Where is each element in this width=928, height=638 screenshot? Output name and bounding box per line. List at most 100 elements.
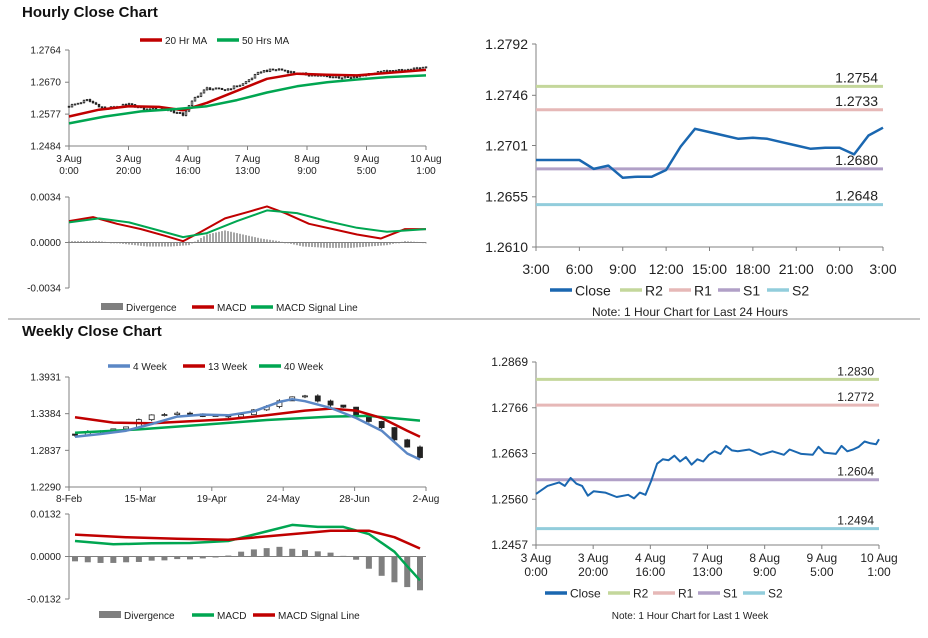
hourly-macd-divergence-bar	[128, 242, 130, 245]
weekly-macd-ytick-label: -0.0132	[27, 595, 61, 606]
weekly-macd-divergence-bar	[289, 548, 296, 557]
hourly-macd-divergence-bar	[407, 241, 409, 243]
hourly-macd-divergence-bar	[311, 242, 313, 248]
weekly-macd-line	[74, 523, 421, 582]
hourly-macd-divergence-bar	[308, 242, 310, 247]
weekly-pivots-legend-label: R1	[678, 587, 694, 601]
hourly-price-xtick-label: 9 Aug	[354, 154, 380, 165]
weekly-macd-divergence-bar	[238, 551, 245, 557]
hourly-price-candle	[184, 110, 188, 117]
hourly-macd-divergence-bar	[161, 242, 163, 247]
hourly-price-candle	[343, 76, 347, 79]
weekly-macd-divergence-bar	[378, 556, 385, 576]
weekly-macd-divergence-bar	[314, 551, 321, 557]
hourly-pivots-xtick-label: 3:00	[522, 261, 549, 277]
hourly-macd-divergence-bar	[224, 230, 226, 243]
hourly-price-candle	[193, 96, 197, 102]
weekly-pivots-ytick-label: 1.2766	[491, 401, 528, 415]
hourly-macd-divergence-bar	[413, 241, 415, 243]
hourly-macd-divergence-bar	[215, 232, 217, 243]
hourly-macd-divergence-bar	[155, 242, 157, 247]
weekly-macd-divergence-bar	[365, 556, 372, 569]
hourly-pivots-xtick-label: 3:00	[869, 261, 896, 277]
weekly-macd-divergence-bar	[123, 556, 130, 563]
weekly-macd-divergence-bar	[417, 556, 423, 591]
hourly-pivots-xtick-label: 6:00	[566, 261, 593, 277]
hourly-price-candle	[286, 69, 290, 74]
hourly-price-candle	[70, 103, 74, 108]
weekly-pivots-xtick-label: 20:00	[578, 565, 608, 579]
hourly-macd-divergence-bar	[362, 242, 364, 247]
hourly-macd-divergence-bar	[260, 238, 262, 243]
hourly-macd-divergence-bar	[290, 242, 292, 244]
weekly-price-ytick-label: 1.3931	[30, 373, 61, 384]
weekly-price-candle	[174, 411, 181, 416]
hourly-price-candle	[85, 99, 89, 102]
hourly-price-xtick-label: 3 Aug	[116, 154, 142, 165]
hourly-macd-divergence-bar	[188, 242, 190, 246]
hourly-macd-divergence-bar	[83, 241, 85, 243]
hourly-price-candle	[82, 99, 86, 104]
hourly-macd-divergence-bar	[149, 242, 151, 247]
hourly-macd-divergence-bar	[329, 242, 331, 248]
weekly-macd-legend-label: MACD Signal Line	[278, 611, 360, 622]
hourly-price-candle	[424, 66, 428, 69]
weekly-macd-divergence-bar	[148, 556, 155, 561]
hourly-price-candle	[178, 111, 182, 114]
weekly-13wk-line	[74, 407, 421, 438]
hourly-macd-divergence-bar	[194, 241, 196, 243]
hourly-price-candle	[337, 76, 341, 79]
hourly-price-candle	[340, 77, 344, 80]
hourly-macd-divergence-bar	[266, 239, 268, 243]
hourly-price-candle	[289, 70, 293, 74]
hourly-price-candle	[88, 98, 92, 103]
weekly-pivots-xtick-label: 8 Aug	[749, 551, 780, 565]
hourly-price-xtick-label: 16:00	[175, 166, 200, 177]
weekly-pivots-ytick-label: 1.2457	[491, 538, 528, 552]
hourly-price-xtick-label: 8 Aug	[294, 154, 320, 165]
weekly-macd-legend-label: Divergence	[124, 611, 175, 622]
hourly-macd-divergence-bar	[389, 242, 391, 245]
hourly-price-candle	[397, 69, 401, 71]
weekly-pivots-s2-label: 1.2494	[837, 514, 874, 528]
hourly-price-candle	[280, 68, 284, 71]
hourly-macd-divergence-bar	[377, 242, 379, 246]
hourly-price-candle	[241, 83, 245, 86]
hourly-price-candle	[181, 112, 185, 117]
weekly-macd-divergence-bar	[161, 556, 168, 561]
hourly-macd-divergence-bar	[296, 242, 298, 246]
hourly-macd-divergence-bar	[383, 242, 385, 246]
hourly-price-ytick-label: 1.2577	[30, 110, 61, 121]
hourly-pivots-ytick-label: 1.2610	[485, 239, 528, 255]
hourly-macd-line	[68, 205, 426, 243]
weekly-macd-divergence-bar	[404, 556, 411, 588]
hourly-macd-divergence-bar	[242, 234, 244, 243]
hourly-pivots-xtick-label: 21:00	[779, 261, 814, 277]
hourly-price-candle	[220, 87, 224, 90]
hourly-price-candle	[415, 66, 419, 70]
hourly-macd-divergence-bar	[95, 241, 97, 243]
hourly-macd-divergence-bar	[365, 242, 367, 247]
hourly-macd-divergence-bar	[305, 242, 307, 247]
hourly-price-candle	[346, 76, 350, 79]
hourly-macd-divergence-bar	[416, 241, 418, 243]
hourly-macd-divergence-bar	[419, 242, 421, 243]
hourly-macd-divergence-bar	[218, 231, 220, 243]
hourly-price-candle	[283, 69, 287, 72]
weekly-pivots-legend-label: Close	[570, 587, 601, 601]
hourly-pivots-xtick-label: 15:00	[692, 261, 727, 277]
weekly-price-legend-label: 40 Week	[284, 362, 324, 373]
hourly-macd-divergence-bar	[185, 242, 187, 246]
weekly-price-candle	[187, 411, 193, 415]
hourly-macd-divergence-bar	[245, 235, 247, 243]
weekly-macd-divergence-bar	[212, 556, 219, 558]
hourly-price-candle	[175, 111, 179, 114]
hourly-price-candle	[265, 69, 269, 73]
hourly-macd-divergence-bar	[368, 242, 370, 247]
hourly-macd-divergence-bar	[338, 242, 340, 248]
hourly-macd-divergence-bar	[422, 242, 424, 244]
hourly-price-xtick-label: 1:00	[416, 166, 436, 177]
hourly-macd-divergence-bar	[104, 241, 106, 243]
hourly-macd-ytick-label: -0.0034	[27, 284, 61, 295]
